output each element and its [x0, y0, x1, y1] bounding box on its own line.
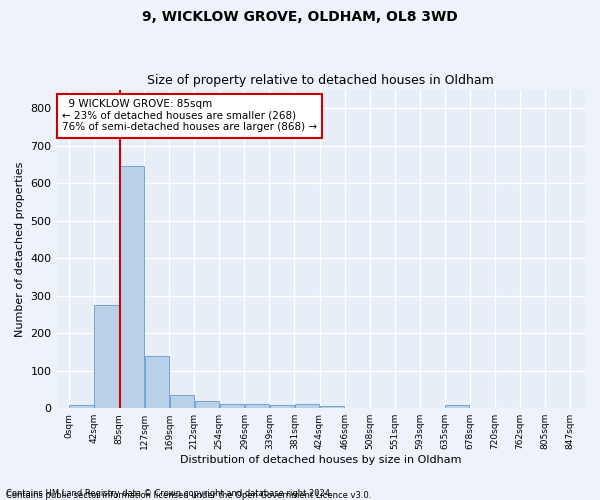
Bar [270, 405, 294, 408]
Text: 9 WICKLOW GROVE: 85sqm  
← 23% of detached houses are smaller (268)
76% of semi-: 9 WICKLOW GROVE: 85sqm ← 23% of detached… [62, 99, 317, 132]
Bar [445, 405, 469, 408]
Bar [119, 166, 144, 408]
Bar [170, 395, 194, 408]
X-axis label: Distribution of detached houses by size in Oldham: Distribution of detached houses by size … [180, 455, 461, 465]
Bar [220, 404, 244, 408]
Y-axis label: Number of detached properties: Number of detached properties [15, 161, 25, 336]
Bar [295, 404, 319, 408]
Text: Contains HM Land Registry data © Crown copyright and database right 2024.: Contains HM Land Registry data © Crown c… [6, 488, 332, 498]
Bar [145, 356, 169, 408]
Bar [245, 404, 269, 408]
Bar [320, 406, 344, 408]
Text: 9, WICKLOW GROVE, OLDHAM, OL8 3WD: 9, WICKLOW GROVE, OLDHAM, OL8 3WD [142, 10, 458, 24]
Text: Contains public sector information licensed under the Open Government Licence v3: Contains public sector information licen… [6, 491, 371, 500]
Bar [94, 305, 119, 408]
Title: Size of property relative to detached houses in Oldham: Size of property relative to detached ho… [148, 74, 494, 87]
Bar [194, 402, 219, 408]
Bar [70, 405, 94, 408]
